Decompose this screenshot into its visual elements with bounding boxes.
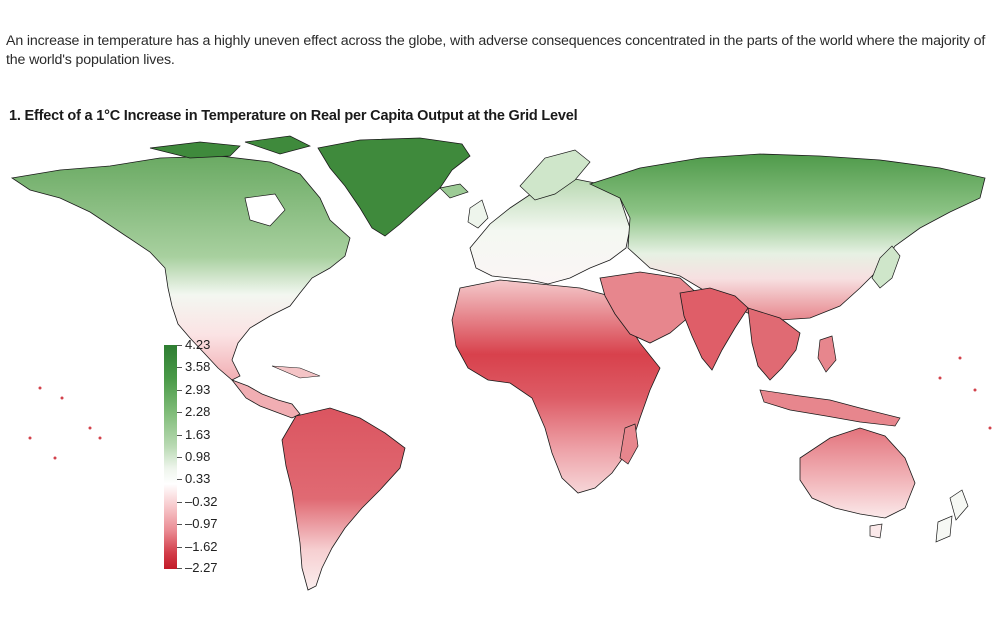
legend-label: 3.58 bbox=[185, 359, 211, 374]
legend-label: 0.33 bbox=[185, 471, 211, 486]
legend-color-bar bbox=[164, 345, 177, 569]
legend-label: 1.63 bbox=[185, 427, 211, 442]
region-southeast-asia bbox=[747, 307, 801, 381]
region-south-america bbox=[281, 407, 406, 591]
legend-label: –0.32 bbox=[185, 494, 218, 509]
region-greenland bbox=[317, 137, 471, 237]
legend-label: –0.97 bbox=[185, 516, 218, 531]
legend-label: 2.28 bbox=[185, 404, 211, 419]
legend-label: 4.23 bbox=[185, 337, 211, 352]
legend-label: –2.27 bbox=[185, 560, 218, 575]
legend-label: 0.98 bbox=[185, 449, 211, 464]
region-north-america bbox=[10, 155, 351, 381]
legend-label: –1.62 bbox=[185, 539, 218, 554]
region-northern-asia bbox=[588, 153, 986, 321]
region-central-america bbox=[230, 379, 301, 419]
intro-paragraph: An increase in temperature has a highly … bbox=[6, 33, 986, 68]
region-india bbox=[679, 287, 749, 371]
figure-title: 1. Effect of a 1°C Increase in Temperatu… bbox=[9, 108, 578, 124]
world-map bbox=[0, 128, 1000, 598]
region-middle-east bbox=[599, 271, 701, 344]
region-australia bbox=[799, 427, 916, 519]
legend-label: 2.93 bbox=[185, 382, 211, 397]
